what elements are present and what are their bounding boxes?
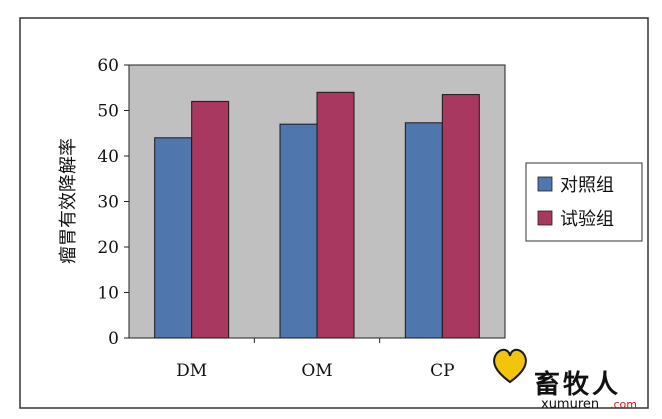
y-axis-label: 瘤胃有效降解率 — [58, 138, 79, 264]
watermark-domain: .com — [610, 398, 637, 411]
y-tick-label: 50 — [97, 102, 119, 122]
x-tick-label: DM — [176, 361, 207, 381]
watermark-text: 畜牧人 — [534, 369, 621, 400]
legend-swatch-control — [537, 176, 553, 192]
legend-box — [525, 162, 643, 242]
y-tick-label: 60 — [97, 56, 119, 76]
bar-om-series-1 — [316, 91, 355, 339]
y-tick-label: 40 — [97, 147, 119, 167]
y-tick-label: 10 — [97, 284, 119, 304]
legend: 对照组 试验组 — [525, 162, 643, 242]
x-tick-label: OM — [301, 361, 332, 381]
bar-dm-series-0 — [154, 137, 193, 339]
legend-label-control: 对照组 — [560, 175, 614, 196]
bar-series-group — [154, 91, 480, 339]
watermark-logo: 畜牧人 xumuren .com — [493, 348, 637, 412]
bar-dm-series-1 — [191, 100, 230, 339]
y-axis: 0 10 20 30 40 50 60 — [97, 56, 129, 349]
legend-swatch-treatment — [537, 210, 553, 226]
y-tick-label: 30 — [97, 193, 119, 213]
bar-om-series-0 — [279, 123, 318, 339]
watermark-site: xumuren — [541, 397, 599, 412]
heart-icon — [493, 348, 527, 384]
legend-label-treatment: 试验组 — [560, 209, 614, 230]
bar-cp-series-1 — [441, 94, 480, 339]
x-axis: DM OM CP — [176, 338, 455, 381]
y-tick-label: 0 — [108, 329, 119, 349]
x-tick-label: CP — [430, 361, 454, 381]
y-tick-label: 20 — [97, 238, 119, 258]
bar-cp-series-0 — [404, 122, 443, 339]
